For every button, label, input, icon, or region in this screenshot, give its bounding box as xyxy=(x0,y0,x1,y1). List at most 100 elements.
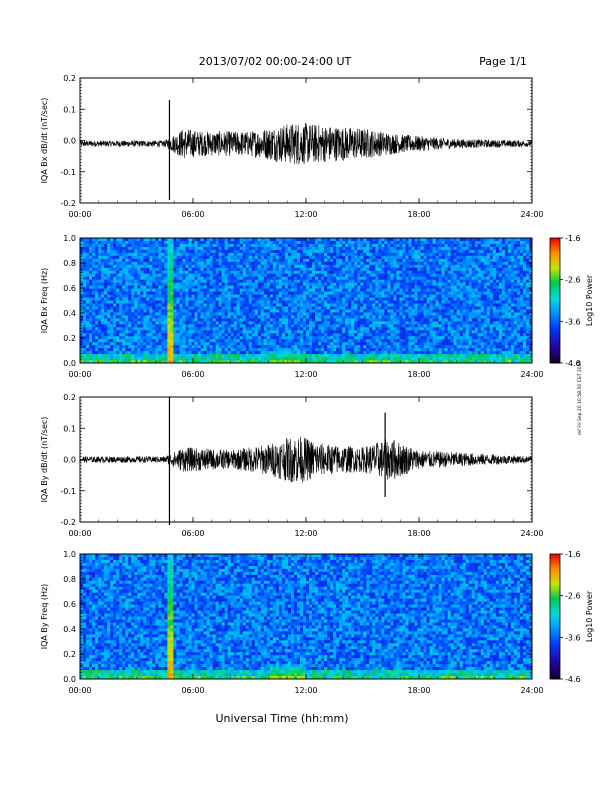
heat-cell xyxy=(414,249,418,254)
heat-cell xyxy=(143,238,147,242)
heat-cell xyxy=(369,303,373,307)
heat-cell xyxy=(309,348,313,352)
heat-cell xyxy=(224,246,229,251)
heat-cell xyxy=(149,297,153,301)
heat-cell xyxy=(411,348,415,352)
heat-cell xyxy=(83,238,87,242)
heat-cell xyxy=(116,288,120,292)
heat-cell xyxy=(161,309,165,313)
heat-cell xyxy=(161,315,165,319)
heat-cell xyxy=(185,342,189,346)
heat-cell xyxy=(251,360,256,364)
heat-cell xyxy=(119,261,123,266)
heat-cell xyxy=(408,279,412,284)
heat-cell xyxy=(107,249,111,254)
heat-cell xyxy=(227,261,232,266)
heat-cell xyxy=(275,303,280,307)
heat-cell xyxy=(194,276,198,281)
heat-cell xyxy=(83,294,87,298)
heat-cell xyxy=(164,342,168,346)
heat-cell xyxy=(179,321,183,325)
heat-cell xyxy=(411,312,415,316)
heat-cell xyxy=(98,249,102,254)
heat-cell xyxy=(182,324,186,328)
heat-cell xyxy=(296,303,301,307)
heat-cell xyxy=(200,255,204,260)
heat-cell xyxy=(86,324,90,328)
heat-cell xyxy=(179,345,183,349)
heat-cell xyxy=(318,354,322,358)
heat-cell xyxy=(164,300,168,304)
heat-cell xyxy=(188,288,192,292)
heat-cell xyxy=(263,285,268,289)
heat-cell xyxy=(251,249,256,254)
heat-cell xyxy=(119,238,123,242)
heat-cell xyxy=(152,288,156,292)
heat-cell xyxy=(342,345,346,349)
heat-cell xyxy=(152,342,156,346)
heat-cell xyxy=(203,345,207,349)
heat-cell xyxy=(167,285,171,289)
heat-cell xyxy=(155,345,159,349)
heat-cell xyxy=(182,312,186,316)
heat-cell xyxy=(396,327,400,331)
heat-cell xyxy=(339,303,343,307)
heat-cell xyxy=(390,339,394,343)
heat-cell xyxy=(360,240,364,245)
heat-cell xyxy=(221,285,226,289)
heat-cell xyxy=(224,258,229,263)
heat-cell xyxy=(336,327,340,331)
heat-cell xyxy=(408,273,412,278)
heat-cell xyxy=(402,282,406,287)
heat-cell xyxy=(296,321,301,325)
heat-cell xyxy=(245,255,250,260)
heat-cell xyxy=(327,336,331,340)
heat-cell xyxy=(203,303,207,307)
heat-cell xyxy=(104,288,108,292)
heat-cell xyxy=(363,246,367,251)
heat-cell xyxy=(248,258,253,263)
heat-cell xyxy=(209,279,213,284)
heat-cell xyxy=(354,354,358,358)
heat-cell xyxy=(387,246,391,251)
heat-cell xyxy=(215,345,220,349)
heat-cell xyxy=(107,324,111,328)
heat-cell xyxy=(191,324,195,328)
heat-cell xyxy=(423,327,427,331)
heat-cell xyxy=(173,324,177,328)
heat-cell xyxy=(131,243,135,248)
heat-cell xyxy=(296,354,301,358)
heat-cell xyxy=(113,348,117,352)
heat-cell xyxy=(140,267,144,272)
heat-cell xyxy=(299,258,304,263)
heat-cell xyxy=(104,321,108,325)
heat-cell xyxy=(182,294,186,298)
heat-cell xyxy=(140,297,144,301)
heat-cell xyxy=(278,288,283,292)
heat-cell xyxy=(402,327,406,331)
heat-cell xyxy=(396,291,400,295)
heat-cell xyxy=(284,240,289,245)
heat-cell xyxy=(80,264,84,269)
heat-cell xyxy=(420,324,424,328)
heat-cell xyxy=(206,279,210,284)
heat-cell xyxy=(423,315,427,319)
heat-cell xyxy=(327,321,331,325)
heat-cell xyxy=(119,285,123,289)
heat-cell xyxy=(209,249,213,254)
heat-cell xyxy=(182,303,186,307)
heat-cell xyxy=(203,360,207,364)
heat-cell xyxy=(299,330,304,334)
heat-cell xyxy=(324,357,328,361)
heat-cell xyxy=(360,360,364,364)
heat-cell xyxy=(95,321,99,325)
heat-cell xyxy=(324,312,328,316)
heat-cell xyxy=(299,357,304,361)
heat-cell xyxy=(387,354,391,358)
heat-cell xyxy=(420,327,424,331)
heat-cell xyxy=(143,291,147,295)
heat-cell xyxy=(414,318,418,322)
heat-cell xyxy=(176,300,180,304)
heat-cell xyxy=(381,282,385,287)
heat-cell xyxy=(336,282,340,287)
